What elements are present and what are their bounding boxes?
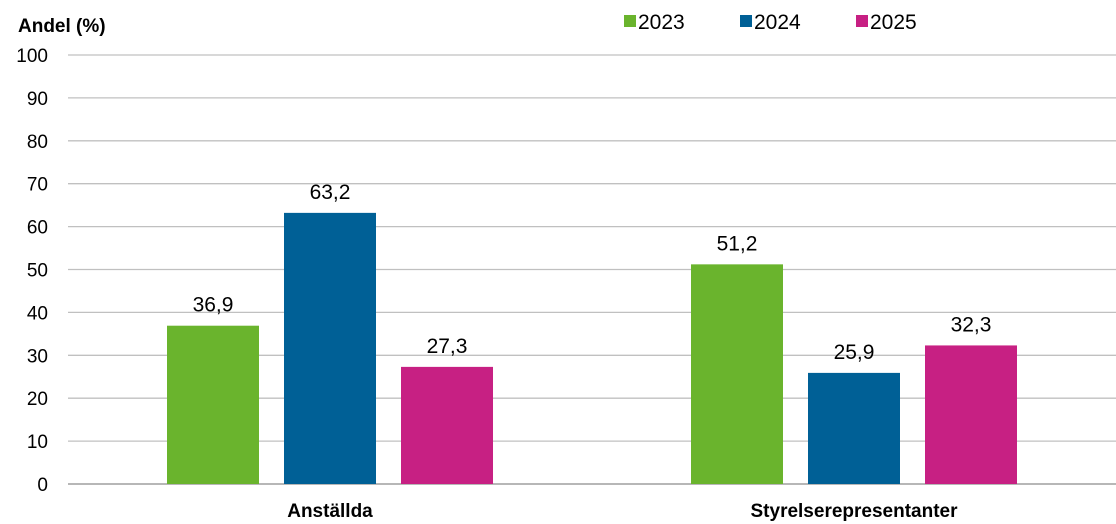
data-label: 36,9 — [193, 294, 234, 317]
category-label: Styrelserepresentanter — [751, 501, 959, 522]
y-tick-label: 0 — [37, 475, 48, 496]
data-label: 25,9 — [834, 341, 875, 364]
y-tick-label: 20 — [27, 389, 48, 410]
y-tick-label: 30 — [27, 346, 48, 367]
y-tick-label: 10 — [27, 432, 48, 453]
y-tick-label: 50 — [27, 261, 48, 282]
y-tick-label: 90 — [27, 89, 48, 110]
legend-swatch — [624, 15, 636, 27]
data-label: 27,3 — [427, 335, 468, 358]
data-label: 63,2 — [310, 181, 351, 204]
legend-entry: 2024 — [754, 11, 801, 34]
y-tick-label: 70 — [27, 175, 48, 196]
y-axis-ticks: 0 10 20 30 40 50 60 70 80 90 100 — [16, 46, 48, 496]
bar-2024-1 — [808, 372, 900, 484]
category-label: Anställda — [287, 501, 373, 522]
legend-swatch — [856, 15, 868, 27]
legend-entry: 2023 — [638, 11, 685, 34]
y-tick-label: 60 — [27, 218, 48, 239]
bar-2023-1 — [691, 264, 783, 484]
bar-2025-0 — [401, 366, 493, 484]
y-tick-label: 100 — [16, 46, 48, 67]
bar-2024-0 — [284, 212, 376, 484]
legend-entry: 2025 — [870, 11, 917, 34]
bar-2025-1 — [925, 345, 1017, 484]
y-tick-label: 80 — [27, 132, 48, 153]
legend-swatch — [740, 15, 752, 27]
y-tick-label: 40 — [27, 303, 48, 324]
bars — [167, 212, 1017, 484]
y-axis-title: Andel (%) — [18, 16, 106, 37]
category-labels: Anställda Styrelserepresentanter — [287, 501, 958, 522]
data-labels: 36,9 63,2 27,3 51,2 25,9 32,3 — [193, 181, 992, 364]
bar-2023-0 — [167, 325, 259, 484]
data-label: 51,2 — [717, 232, 758, 255]
legend: 2023 2024 2025 — [624, 11, 917, 34]
data-label: 32,3 — [951, 313, 992, 336]
